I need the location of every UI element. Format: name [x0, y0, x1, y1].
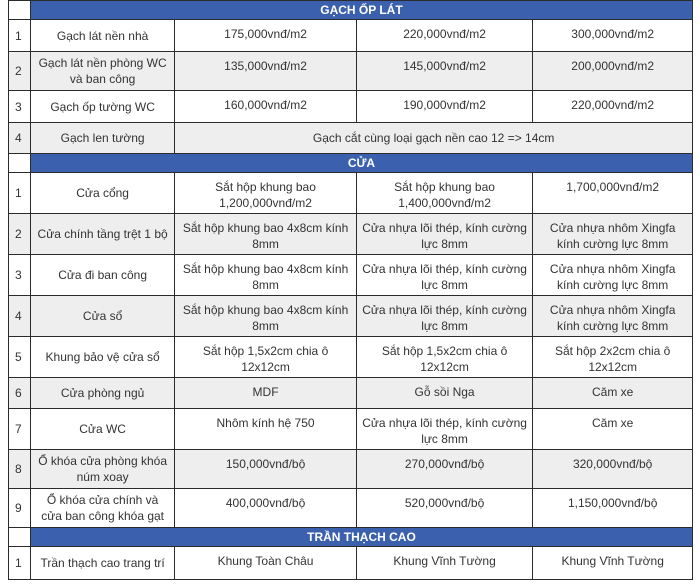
price-cell: Cửa nhựa nhôm Xingfa kính cường lực 8mm — [532, 254, 693, 296]
table-row: 7 Cửa WC Nhôm kính hệ 750 Cửa nhựa lõi thép… — [8, 408, 693, 450]
price-cell: Sắt hộp khung bao 1,200,000vnđ/m2 — [174, 172, 357, 214]
price-cell: 220,000vnđ/m2 — [532, 90, 693, 123]
section-title: TRẦN THẠCH CAO — [29, 527, 694, 547]
price-cell: 175,000vnđ/m2 — [174, 19, 357, 52]
table-row: 3 Gạch ốp tường WC 160,000vnđ/m2 190,000vnđ… — [8, 90, 693, 123]
price-cell: Sắt hộp khung bao 4x8cm kính 8mm — [174, 295, 357, 337]
price-cell: Cửa nhựa nhôm Xingfa kính cường lực 8mm — [532, 295, 693, 337]
table-row: 2 Gạch lát nền phòng WC và ban công 135,00… — [8, 51, 693, 91]
item-name: Ổ khóa cửa chính và cửa ban công khóa gạ… — [29, 488, 176, 528]
row-number: 1 — [8, 19, 31, 52]
price-cell: Cửa nhựa lõi thép, kính cường lực 8mm — [355, 408, 534, 450]
price-cell: 270,000vnđ/bộ — [355, 449, 534, 489]
price-cell: Sắt hộp khung bao 4x8cm kính 8mm — [174, 254, 357, 296]
price-cell: 160,000vnđ/m2 — [174, 90, 357, 123]
section-header: TRẦN THẠCH CAO — [8, 527, 694, 547]
item-name: Gạch lát nền nhà — [29, 19, 176, 52]
section-index — [8, 153, 31, 173]
item-name: Gạch lát nền phòng WC và ban công — [29, 51, 176, 91]
table-row: 4 Gạch len tường Gạch cắt cùng loại gạch n… — [8, 122, 693, 154]
price-cell: 1,150,000vnđ/bộ — [532, 488, 693, 528]
item-name: Cửa WC — [29, 408, 176, 450]
row-number: 1 — [8, 546, 31, 580]
row-number: 2 — [8, 213, 31, 255]
section-header: GẠCH ỐP LÁT — [8, 0, 694, 20]
item-name: Cửa sổ — [29, 295, 176, 337]
price-cell: Căm xe — [532, 377, 693, 409]
item-name: Trần thạch cao trang trí — [29, 546, 176, 580]
price-cell: Khung Toàn Châu — [174, 546, 357, 580]
table-row: 4 Cửa sổ Sắt hộp khung bao 4x8cm kính 8mm C… — [8, 295, 693, 337]
table-row: 1 Gạch lát nền nhà 175,000vnđ/m2 220,000vnđ… — [8, 19, 693, 52]
section-index — [8, 527, 31, 547]
price-cell: Nhôm kính hệ 750 — [174, 408, 357, 450]
price-cell: Sắt hộp 1,5x2cm chia ô 12x12cm — [355, 336, 534, 378]
section-title: CỬA — [29, 153, 694, 173]
table-row: 6 Cửa phòng ngủ MDF Gỗ sồi Nga Căm xe — [8, 377, 693, 409]
price-cell: Gỗ sồi Nga — [355, 377, 534, 409]
item-name: Ổ khóa cửa phòng khóa núm xoay — [29, 449, 176, 489]
price-cell: 520,000vnđ/bộ — [355, 488, 534, 528]
price-cell: Cửa nhựa lõi thép, kính cường lực 8mm — [355, 254, 534, 296]
row-number: 6 — [8, 377, 31, 409]
price-cell: 145,000vnđ/m2 — [355, 51, 534, 91]
price-table: GẠCH ỐP LÁT 1 Gạch lát nền nhà 175,000vnđ/m… — [8, 0, 694, 580]
price-cell: 220,000vnđ/m2 — [355, 19, 534, 52]
section-index — [8, 0, 31, 20]
row-number: 2 — [8, 51, 31, 91]
table-row: 1 Cửa cổng Sắt hộp khung bao 1,200,000vnđ/… — [8, 172, 693, 214]
row-number: 3 — [8, 254, 31, 296]
price-cell: Sắt hộp 2x2cm chia ô 12x12cm — [532, 336, 693, 378]
price-cell: 300,000vnđ/m2 — [532, 19, 693, 52]
row-number: 7 — [8, 408, 31, 450]
section-title: GẠCH ỐP LÁT — [29, 0, 694, 20]
row-number: 9 — [8, 488, 31, 528]
row-number: 4 — [8, 122, 31, 154]
item-name: Cửa cổng — [29, 172, 176, 214]
price-cell: 400,000vnđ/bộ — [174, 488, 357, 528]
price-cell: Cửa nhựa nhôm Xingfa kính cường lực 8mm — [532, 213, 693, 255]
price-cell: Sắt hộp khung bao 4x8cm kính 8mm — [174, 213, 357, 255]
price-cell: 190,000vnđ/m2 — [355, 90, 534, 123]
item-name: Khung bảo vệ cửa sổ — [29, 336, 176, 378]
row-number: 3 — [8, 90, 31, 123]
row-number: 5 — [8, 336, 31, 378]
row-number: 4 — [8, 295, 31, 337]
price-cell: 200,000vnđ/m2 — [532, 51, 693, 91]
table-row: 5 Khung bảo vệ cửa sổ Sắt hộp 1,5x2cm chia… — [8, 336, 693, 378]
item-name: Cửa đi ban công — [29, 254, 176, 296]
section-header: CỬA — [8, 153, 694, 173]
price-cell: Khung Vĩnh Tường — [532, 546, 693, 580]
price-cell: Sắt hộp khung bao 1,400,000vnđ/m2 — [355, 172, 534, 214]
price-cell: 150,000vnđ/bộ — [174, 449, 357, 489]
item-name: Cửa phòng ngủ — [29, 377, 176, 409]
price-cell: 1,700,000vnđ/m2 — [532, 172, 693, 214]
price-cell: 320,000vnđ/bộ — [532, 449, 693, 489]
price-cell: Sắt hộp 1,5x2cm chia ô 12x12cm — [174, 336, 357, 378]
price-cell: MDF — [174, 377, 357, 409]
item-name: Cửa chính tầng trệt 1 bộ — [29, 213, 176, 255]
price-cell: Căm xe — [532, 408, 693, 450]
price-cell: Cửa nhựa lõi thép, kính cường lực 8mm — [355, 295, 534, 337]
merged-cell: Gạch cắt cùng loại gạch nền cao 12 => 14… — [174, 122, 693, 154]
table-row: 1 Trần thạch cao trang trí Khung Toàn Châu… — [8, 546, 693, 580]
item-name: Gạch len tường — [29, 122, 176, 154]
row-number: 8 — [8, 449, 31, 489]
price-cell: Khung Vĩnh Tường — [355, 546, 534, 580]
price-cell: Cửa nhựa lõi thép, kính cường lực 8mm — [355, 213, 534, 255]
table-row: 2 Cửa chính tầng trệt 1 bộ Sắt hộp khung b… — [8, 213, 693, 255]
row-number: 1 — [8, 172, 31, 214]
price-cell: 135,000vnđ/m2 — [174, 51, 357, 91]
item-name: Gạch ốp tường WC — [29, 90, 176, 123]
table-row: 3 Cửa đi ban công Sắt hộp khung bao 4x8cm … — [8, 254, 693, 296]
